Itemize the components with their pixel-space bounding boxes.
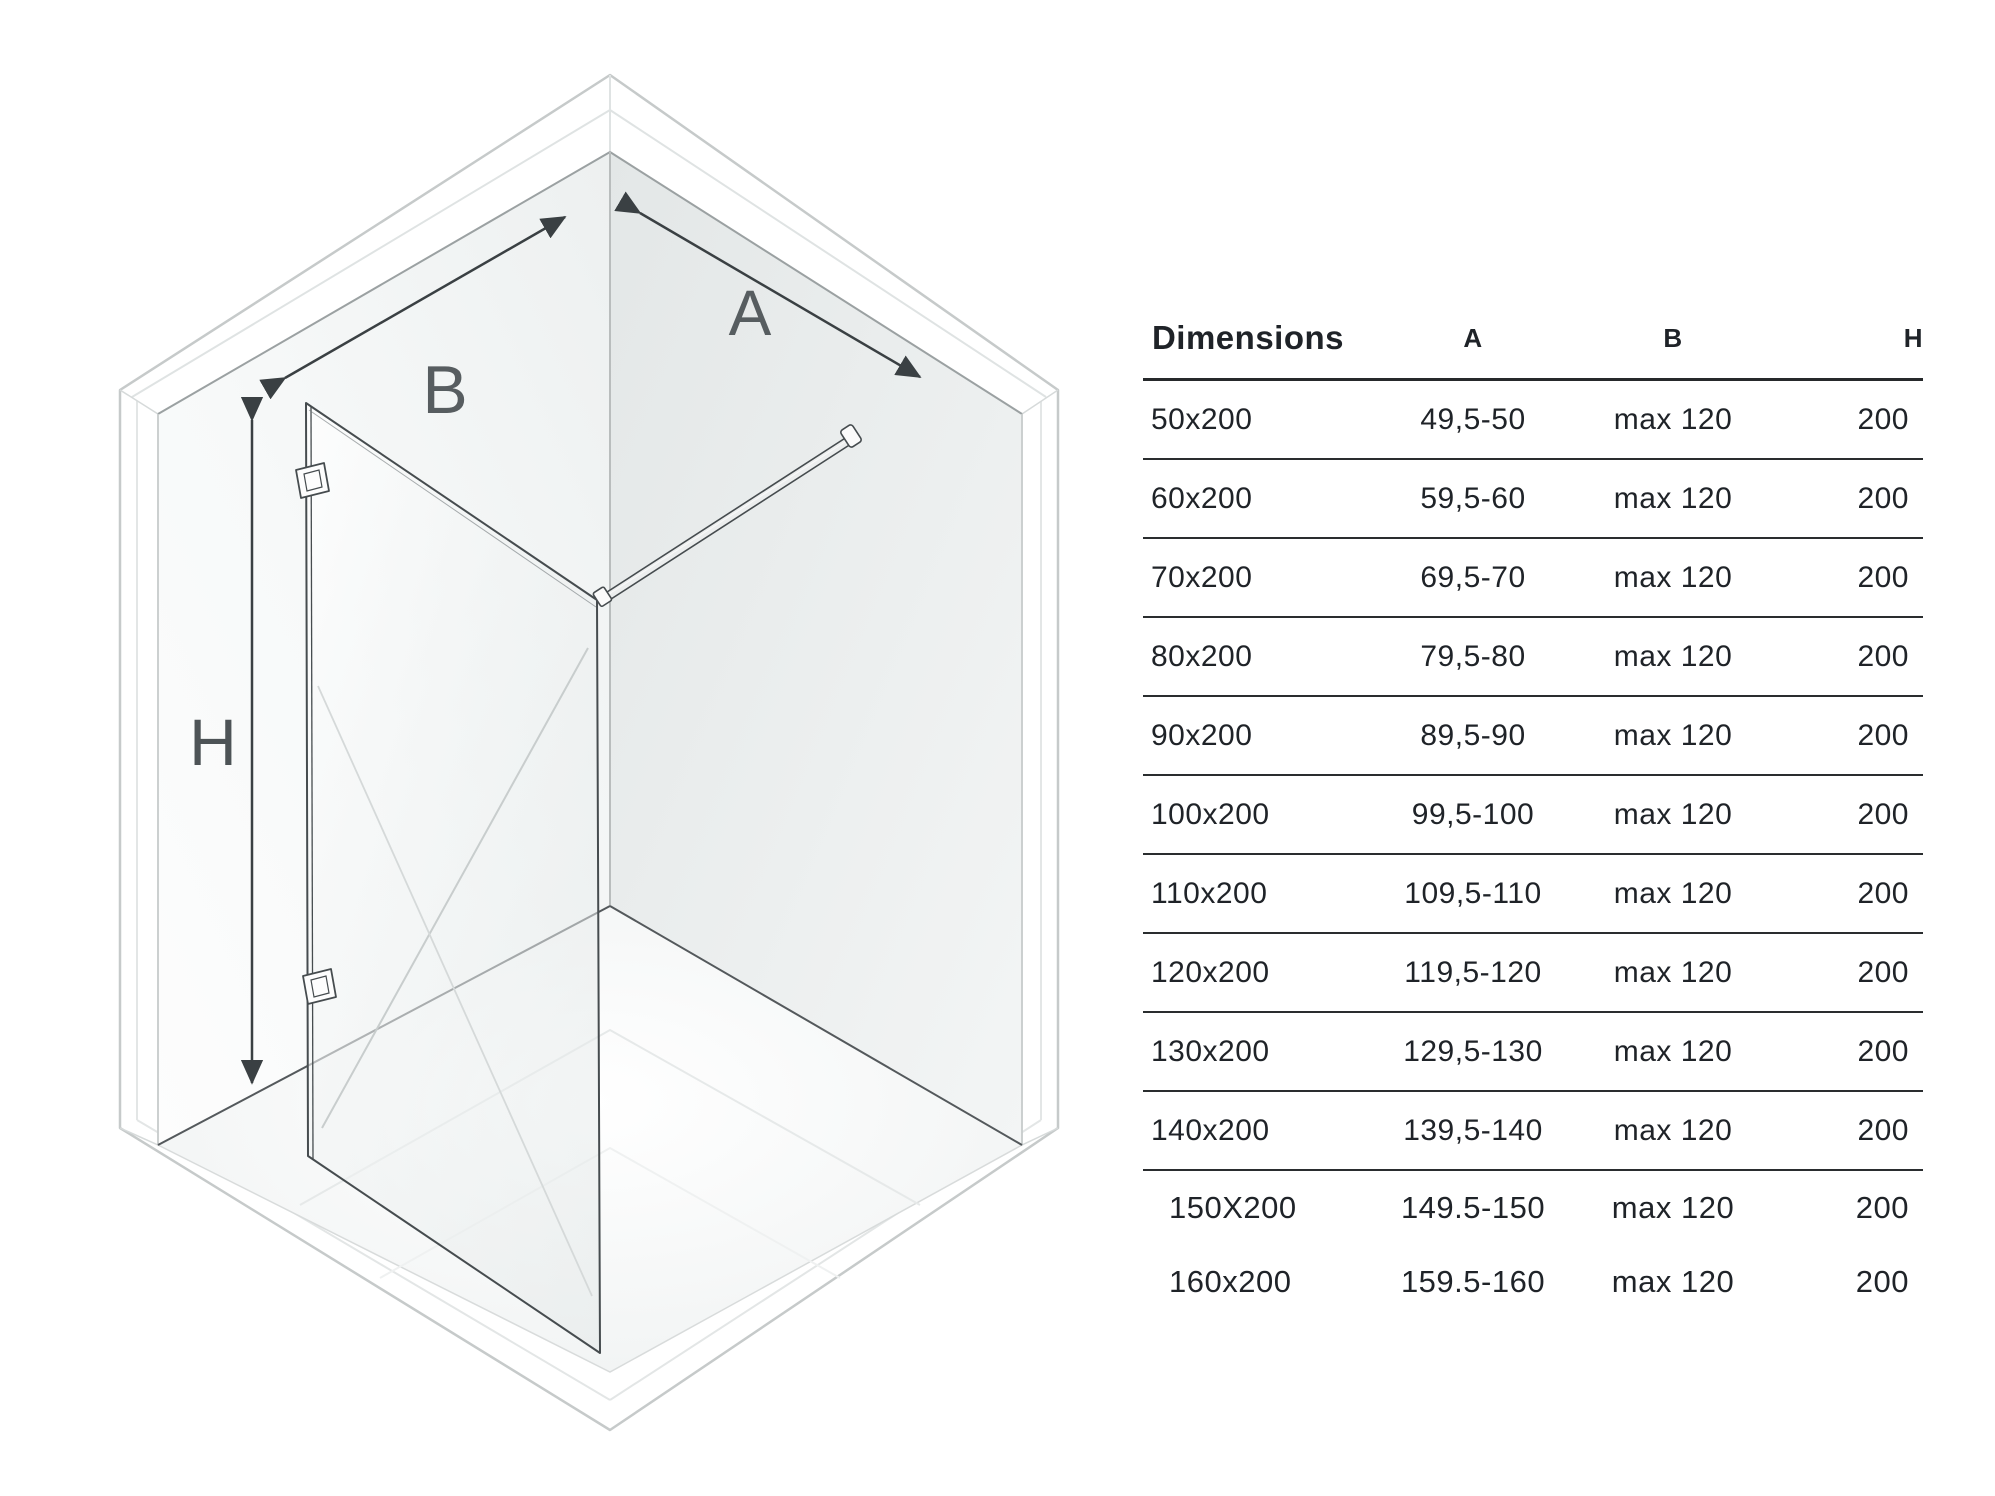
header-h: H bbox=[1753, 298, 1923, 381]
table-row: 150X200 149.5-150 max 120 200 bbox=[1143, 1170, 1923, 1245]
header-dimensions: Dimensions bbox=[1143, 298, 1353, 381]
cell-dimensions: 140x200 bbox=[1143, 1091, 1353, 1171]
cell-a: 89,5-90 bbox=[1353, 696, 1593, 776]
dimensions-table: Dimensions A B H 50x200 49,5-50 max 120 200… bbox=[1143, 298, 1923, 1319]
cell-b: max 120 bbox=[1593, 617, 1753, 697]
cell-b: max 120 bbox=[1611, 1190, 1735, 1225]
cell-dimensions: 100x200 bbox=[1143, 775, 1353, 855]
header-a: A bbox=[1353, 298, 1593, 381]
cell-a: 119,5-120 bbox=[1353, 933, 1593, 1013]
cell-h: 200 bbox=[1753, 459, 1923, 539]
cell-h: 200 bbox=[1753, 379, 1923, 460]
table-row: 60x200 59,5-60 max 120 200 bbox=[1143, 459, 1923, 539]
cell-a: 69,5-70 bbox=[1353, 538, 1593, 618]
cell-h: 200 bbox=[1753, 854, 1923, 934]
wall-bracket-bottom bbox=[302, 968, 337, 1005]
cell-h: 200 bbox=[1753, 538, 1923, 618]
table-row: 90x200 89,5-90 max 120 200 bbox=[1143, 696, 1923, 776]
table-header-row: Dimensions A B H bbox=[1143, 298, 1923, 381]
glass-reflection bbox=[321, 647, 589, 1129]
cell-h: 200 bbox=[1753, 933, 1923, 1013]
cell-dimensions: 150X200 bbox=[1169, 1190, 1297, 1225]
cell-a: 139,5-140 bbox=[1353, 1091, 1593, 1171]
label-b: B bbox=[422, 352, 467, 428]
cell-b: max 120 bbox=[1593, 1012, 1753, 1092]
table-row: 110x200 109,5-110 max 120 200 bbox=[1143, 854, 1923, 934]
stabilizer-bar bbox=[592, 424, 862, 608]
cell-a: 109,5-110 bbox=[1353, 854, 1593, 934]
cell-b: max 120 bbox=[1593, 696, 1753, 776]
bar-wall-mount bbox=[840, 424, 862, 448]
cell-a: 79,5-80 bbox=[1353, 617, 1593, 697]
cell-h: 200 bbox=[1855, 1190, 1909, 1225]
cell-h: 200 bbox=[1753, 617, 1923, 697]
glass-panel bbox=[305, 402, 601, 1354]
table-row: 80x200 79,5-80 max 120 200 bbox=[1143, 617, 1923, 697]
cell-h: 200 bbox=[1753, 1012, 1923, 1092]
table-row: 70x200 69,5-70 max 120 200 bbox=[1143, 538, 1923, 618]
dimension-arrow-a bbox=[614, 191, 922, 379]
cell-dimensions: 130x200 bbox=[1143, 1012, 1353, 1092]
cell-b: max 120 bbox=[1593, 933, 1753, 1013]
table-row: 50x200 49,5-50 max 120 200 bbox=[1143, 379, 1923, 460]
cell-b: max 120 bbox=[1593, 379, 1753, 460]
cell-a: 49,5-50 bbox=[1353, 379, 1593, 460]
cell-dimensions: 120x200 bbox=[1143, 933, 1353, 1013]
dimension-arrow-b bbox=[259, 215, 567, 400]
cell-h: 200 bbox=[1753, 1091, 1923, 1171]
shower-walkin-diagram: B A H bbox=[118, 73, 1060, 1432]
cell-h: 200 bbox=[1855, 1264, 1909, 1299]
cell-a: 99,5-100 bbox=[1353, 775, 1593, 855]
header-b: B bbox=[1593, 298, 1753, 381]
cell-a: 59,5-60 bbox=[1353, 459, 1593, 539]
cell-h: 200 bbox=[1753, 696, 1923, 776]
cell-b: max 120 bbox=[1593, 1091, 1753, 1171]
dimensions-table-body: 50x200 49,5-50 max 120 200 60x200 59,5-60 max … bbox=[1143, 379, 1923, 1320]
cell-dimensions: 70x200 bbox=[1143, 538, 1353, 618]
cell-h: 200 bbox=[1753, 775, 1923, 855]
cell-dimensions: 50x200 bbox=[1143, 379, 1353, 460]
cell-b: max 120 bbox=[1593, 854, 1753, 934]
table-row: 100x200 99,5-100 max 120 200 bbox=[1143, 775, 1923, 855]
cell-a: 159.5-160 bbox=[1400, 1264, 1546, 1299]
cell-a: 149.5-150 bbox=[1400, 1190, 1546, 1225]
cell-a: 129,5-130 bbox=[1353, 1012, 1593, 1092]
wall-bracket-top bbox=[295, 462, 330, 499]
label-h: H bbox=[189, 705, 237, 779]
table-row: 160x200 159.5-160 max 120 200 bbox=[1143, 1245, 1923, 1319]
cell-b: max 120 bbox=[1593, 459, 1753, 539]
cell-dimensions: 80x200 bbox=[1143, 617, 1353, 697]
table-row: 120x200 119,5-120 max 120 200 bbox=[1143, 933, 1923, 1013]
cell-b: max 120 bbox=[1593, 538, 1753, 618]
cell-dimensions: 160x200 bbox=[1169, 1264, 1292, 1299]
label-a: A bbox=[729, 277, 772, 349]
table-row: 130x200 129,5-130 max 120 200 bbox=[1143, 1012, 1923, 1092]
cell-dimensions: 90x200 bbox=[1143, 696, 1353, 776]
cell-dimensions: 60x200 bbox=[1143, 459, 1353, 539]
cell-b: max 120 bbox=[1611, 1264, 1735, 1299]
cell-dimensions: 110x200 bbox=[1143, 854, 1353, 934]
cell-b: max 120 bbox=[1593, 775, 1753, 855]
table-row: 140x200 139,5-140 max 120 200 bbox=[1143, 1091, 1923, 1171]
bar-glass-mount bbox=[592, 586, 613, 608]
